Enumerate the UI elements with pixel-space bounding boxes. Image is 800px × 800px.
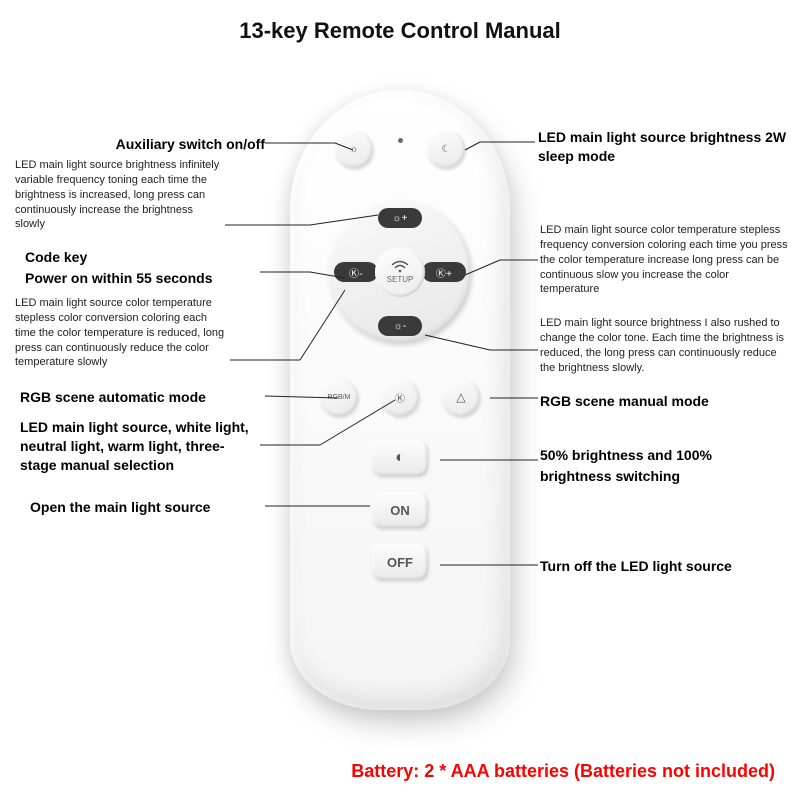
ann-rgb-man: RGB scene manual mode [540,392,780,413]
off-button[interactable]: OFF [372,544,428,580]
on-button[interactable]: ON [372,492,428,528]
rgb-auto-button[interactable]: RGB/M [320,378,358,416]
k-icon: Ⓚ [395,390,405,405]
remote-body: ☼ ☾ ☼+ ☼- Ⓚ- Ⓚ+ SETUP RGB/M Ⓚ △ ◐ ON OFF [290,90,510,710]
ann-k: LED main light source, white light, neut… [20,418,260,477]
aux-button[interactable]: ☼ [335,130,373,168]
ann-code-key: Code keyPower on within 55 seconds [25,248,260,290]
rgb-auto-icon: RGB/M [328,394,351,401]
ann-aux: Auxiliary switch on/off [40,135,265,156]
ann-off: Turn off the LED light source [540,557,780,578]
led-indicator [398,138,403,143]
brightness-down-button[interactable]: ☼- [378,316,422,336]
color-temp-plus-button[interactable]: Ⓚ+ [422,262,466,282]
ann-br-down: LED main light source brightness I also … [540,316,790,375]
aux-icon: ☼ [349,144,358,155]
ann-br-up: LED main light source brightness infinit… [15,158,225,232]
page-title: 13-key Remote Control Manual [0,18,800,44]
half-brightness-button[interactable]: ◐ [372,440,428,476]
rgb-manual-button[interactable]: △ [442,378,480,416]
ann-on: Open the main light source [30,498,265,519]
ann-ct-plus: LED main light source color temperature … [540,223,790,297]
ann-sleep: LED main light source brightness 2W slee… [538,128,788,168]
ann-ct-minus: LED main light source color temperature … [15,296,230,370]
battery-note: Battery: 2 * AAA batteries (Batteries no… [351,761,775,782]
moon-icon: ☾ [442,144,451,155]
wifi-icon [390,260,410,274]
k-button[interactable]: Ⓚ [381,378,419,416]
ann-rgb-auto: RGB scene automatic mode [20,388,265,409]
setup-label: SETUP [387,275,414,284]
recycle-icon: △ [456,390,465,404]
color-temp-minus-button[interactable]: Ⓚ- [334,262,378,282]
brightness-up-button[interactable]: ☼+ [378,208,422,228]
sleep-button[interactable]: ☾ [427,130,465,168]
setup-button[interactable]: SETUP [375,247,425,297]
ann-half: 50% brightness and 100% brightness switc… [540,445,780,489]
dpad: ☼+ ☼- Ⓚ- Ⓚ+ SETUP [328,200,472,344]
